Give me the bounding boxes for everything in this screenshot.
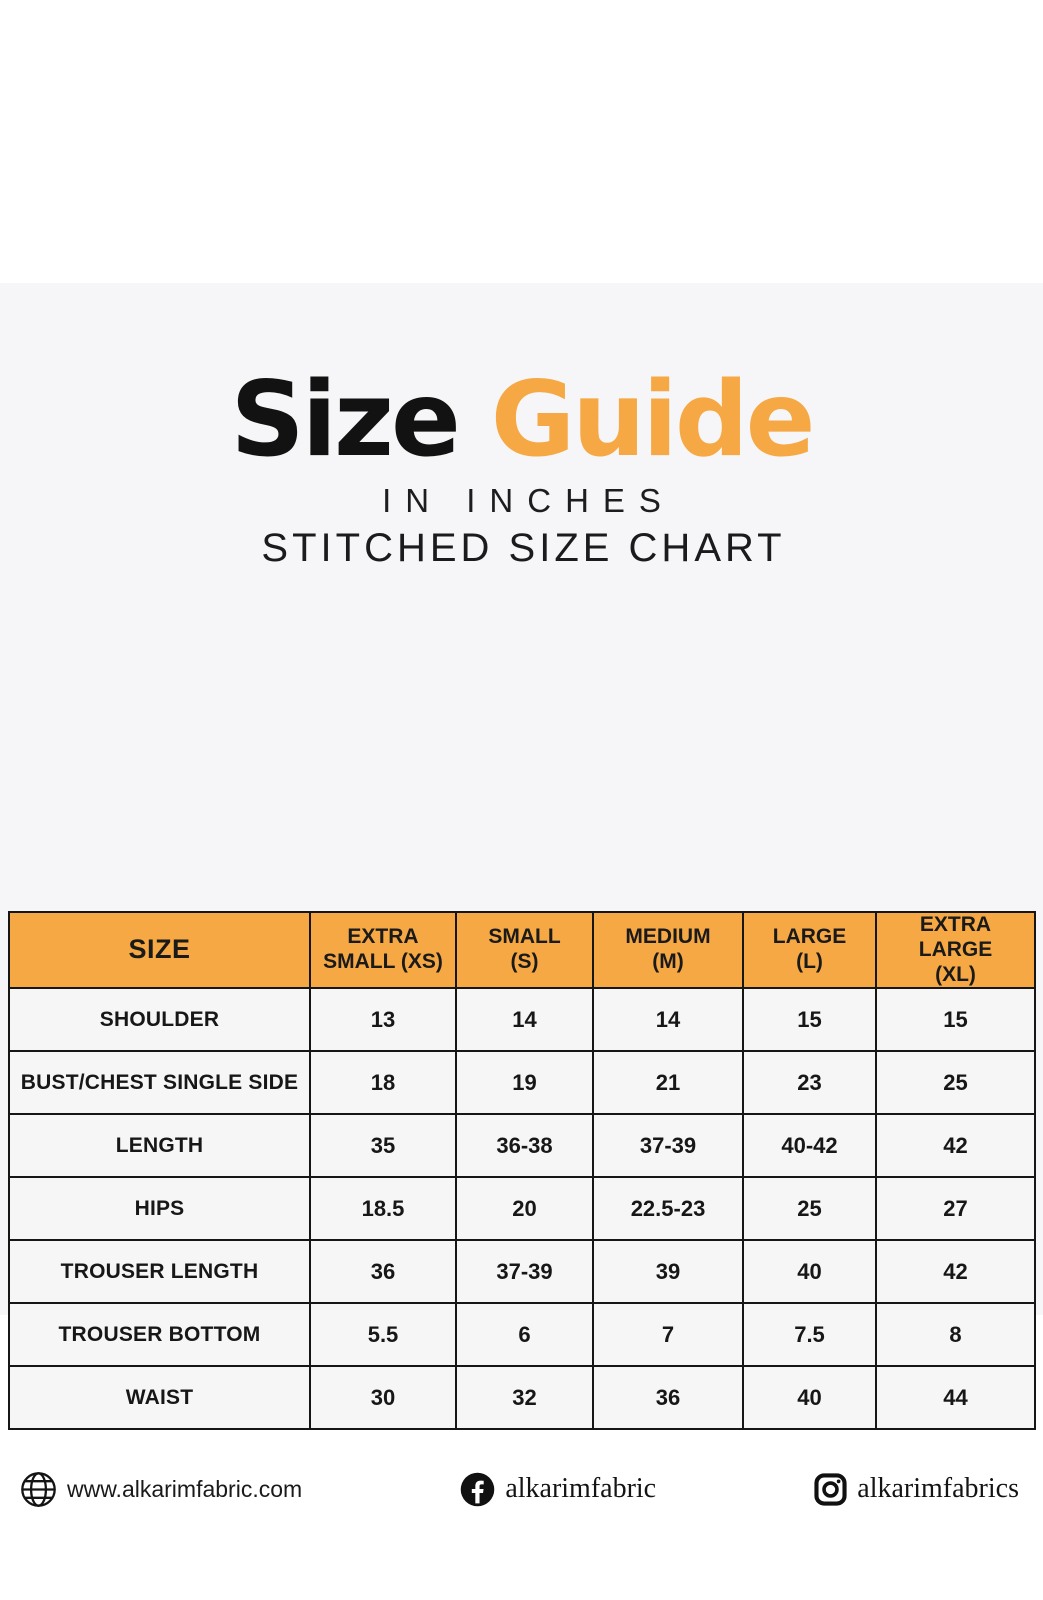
cell-value: 18 (309, 1050, 457, 1116)
size-guide-panel: Size Guide IN INCHES STITCHED SIZE CHART… (0, 283, 1043, 1507)
cell-value: 37-39 (592, 1113, 744, 1179)
footer: www.alkarimfabric.com alkarimfabric alka… (0, 1463, 1043, 1515)
size-chart-table: SIZE EXTRA SMALL (XS) SMALL (S) MEDIUM (M) … (8, 910, 1036, 1431)
header-cell-small: SMALL (S) (455, 910, 594, 990)
header-label: MEDIUM (625, 925, 711, 949)
cell-value: 25 (742, 1176, 877, 1242)
title-block: Size Guide IN INCHES STITCHED SIZE CHART (0, 369, 1043, 571)
cell-value: 36 (309, 1239, 457, 1305)
header-label: SIZE (128, 934, 191, 965)
header-cell-extra-large: EXTRA LARGE (XL) (875, 910, 1036, 990)
cell-value: 32 (455, 1365, 594, 1431)
cell-value: 14 (455, 987, 594, 1053)
cell-value: 8 (875, 1302, 1036, 1368)
table-row-trouser-length: TROUSER LENGTH 36 37-39 39 40 42 (8, 1239, 1036, 1305)
cell-value: 5.5 (309, 1302, 457, 1368)
cell-value: 7 (592, 1302, 744, 1368)
table-header-row: SIZE EXTRA SMALL (XS) SMALL (S) MEDIUM (M) … (8, 910, 1036, 990)
table-row-trouser-bottom: TROUSER BOTTOM 5.5 6 7 7.5 8 (8, 1302, 1036, 1368)
subtitle-in-inches: IN INCHES (382, 482, 675, 519)
instagram-handle: alkarimfabrics (857, 1473, 1019, 1504)
cell-value: 7.5 (742, 1302, 877, 1368)
cell-value: 27 (875, 1176, 1036, 1242)
cell-value: 25 (875, 1050, 1036, 1116)
header-label: SMALL (488, 925, 561, 949)
facebook-handle: alkarimfabric (505, 1473, 657, 1504)
cell-value: 19 (455, 1050, 594, 1116)
instagram-icon (814, 1472, 847, 1506)
facebook-icon (460, 1472, 495, 1507)
header-label: SMALL (XS) (323, 950, 443, 974)
subtitle-stitched-size-chart: STITCHED SIZE CHART (261, 526, 786, 570)
header-cell-extra-small: EXTRA SMALL (XS) (309, 910, 457, 990)
website-text: www.alkarimfabric.com (67, 1475, 303, 1502)
cell-value: 36 (592, 1365, 744, 1431)
cell-value: 37-39 (455, 1239, 594, 1305)
header-label: LARGE (772, 925, 847, 949)
cell-value: 42 (875, 1239, 1036, 1305)
cell-value: 18.5 (309, 1176, 457, 1242)
cell-value: 42 (875, 1113, 1036, 1179)
header-label: (XL) (935, 962, 976, 986)
cell-value: 13 (309, 987, 457, 1053)
cell-value: 22.5-23 (592, 1176, 744, 1242)
cell-value: 44 (875, 1365, 1036, 1431)
row-label: WAIST (8, 1365, 311, 1431)
table-row-length: LENGTH 35 36-38 37-39 40-42 42 (8, 1113, 1036, 1179)
cell-value: 40-42 (742, 1113, 877, 1179)
cell-value: 15 (875, 987, 1036, 1053)
header-cell-medium: MEDIUM (M) (592, 910, 744, 990)
footer-facebook: alkarimfabric (460, 1472, 656, 1507)
cell-value: 15 (742, 987, 877, 1053)
cell-value: 21 (592, 1050, 744, 1116)
header-cell-large: LARGE (L) (742, 910, 877, 990)
table-row-bust-chest: BUST/CHEST SINGLE SIDE 18 19 21 23 25 (8, 1050, 1036, 1116)
title-word-guide: Guide (490, 360, 816, 480)
header-label: (L) (796, 950, 823, 974)
cell-value: 23 (742, 1050, 877, 1116)
footer-instagram: alkarimfabrics (814, 1472, 1019, 1506)
cell-value: 40 (742, 1239, 877, 1305)
header-cell-size: SIZE (8, 910, 311, 990)
cell-value: 30 (309, 1365, 457, 1431)
header-label: (M) (652, 950, 684, 974)
header-label: (S) (510, 950, 539, 974)
table-row-waist: WAIST 30 32 36 40 44 (8, 1365, 1036, 1431)
table-row-hips: HIPS 18.5 20 22.5-23 25 27 (8, 1176, 1036, 1242)
cell-value: 35 (309, 1113, 457, 1179)
globe-icon (20, 1471, 57, 1508)
row-label: HIPS (8, 1176, 311, 1242)
header-label: EXTRA LARGE (918, 913, 993, 961)
row-label: TROUSER BOTTOM (8, 1302, 311, 1368)
header-label: EXTRA (347, 925, 419, 949)
footer-website: www.alkarimfabric.com (20, 1471, 302, 1508)
cell-value: 39 (592, 1239, 744, 1305)
row-label: TROUSER LENGTH (8, 1239, 311, 1305)
cell-value: 6 (455, 1302, 594, 1368)
cell-value: 36-38 (455, 1113, 594, 1179)
cell-value: 40 (742, 1365, 877, 1431)
title-word-size: Size (230, 360, 461, 480)
row-label: SHOULDER (8, 987, 311, 1053)
cell-value: 20 (455, 1176, 594, 1242)
row-label: LENGTH (8, 1113, 311, 1179)
cell-value: 14 (592, 987, 744, 1053)
row-label: BUST/CHEST SINGLE SIDE (8, 1050, 311, 1116)
page-title: Size Guide (0, 369, 1043, 472)
table-row-shoulder: SHOULDER 13 14 14 15 15 (8, 987, 1036, 1053)
